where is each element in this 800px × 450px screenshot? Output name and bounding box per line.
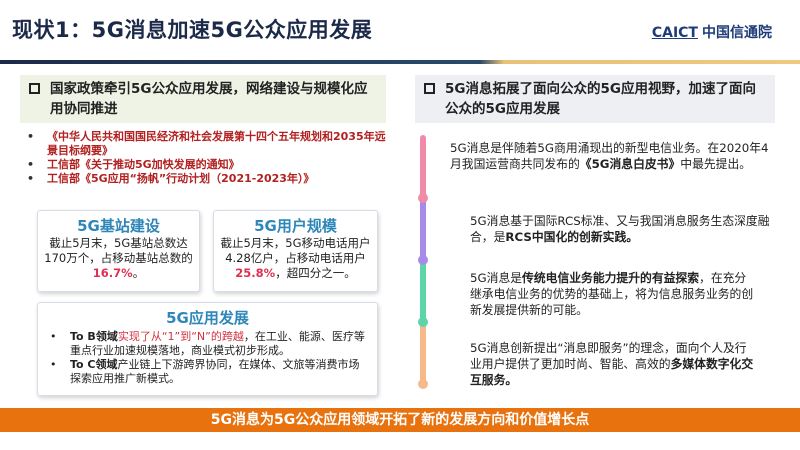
right-heading: 5G消息拓展了面向公众的5G应用视野，加速了面向公众的5G应用发展 <box>415 75 775 123</box>
logo-en: CAICT <box>651 25 698 41</box>
card-users: 5G用户规模 截止5月末，5G移动电话用户4.28亿户，占移动电话用户25.8%… <box>213 210 378 292</box>
card-text: 截止5月末，5G移动电话用户4.28亿户，占移动电话用户25.8%，超四分之一。 <box>214 236 377 281</box>
timeline-segment <box>420 322 426 384</box>
timeline-item: 5G消息是传统电信业务能力提升的有益探索，在充分继承电信业务的优势的基础上，将为… <box>470 270 755 318</box>
policy-item: 《中华人民共和国国民经济和社会发展第十四个五年规划和2035年远景目标纲要》 <box>25 130 395 158</box>
app-list: To B领域实现了从“1”到“N”的跨越，在工业、能源、医疗等重点行业加速规模落… <box>38 328 377 386</box>
bold-text: 多媒体数字化交互服务。 <box>470 357 754 387</box>
timeline-segment <box>420 260 426 322</box>
text: 。 <box>132 266 145 280</box>
card-title: 5G基站建设 <box>77 217 160 235</box>
policy-list: 《中华人民共和国国民经济和社会发展第十四个五年规划和2035年远景目标纲要》 工… <box>25 130 395 186</box>
text: 截止5月末，5G移动电话用户4.28亿户，占移动电话用户 <box>220 236 371 265</box>
card-base-stations: 5G基站建设 截止5月末，5G基站总数达170万个，占移动基站总数的16.7%。 <box>37 210 200 292</box>
text: 5G消息是伴随着5G商用涌现出的新型电信业务。在2020年4月我国运营商共同发布… <box>450 141 769 171</box>
text: 5G消息是 <box>470 271 523 285</box>
conclusion-banner: 5G消息为5G公众应用领域开拓了新的发展方向和价值增长点 <box>0 408 800 432</box>
square-bullet-icon <box>424 83 435 94</box>
card-applications: 5G应用发展 To B领域实现了从“1”到“N”的跨越，在工业、能源、医疗等重点… <box>37 302 378 396</box>
timeline-dot <box>418 193 428 203</box>
caict-logo: CAICT 中国信通院 <box>652 22 772 42</box>
app-item: To B领域实现了从“1”到“N”的跨越，在工业、能源、医疗等重点行业加速规模落… <box>50 330 367 358</box>
left-heading-text: 国家政策牵引5G公众应用发展，网络建设与规模化应用协同推进 <box>50 81 368 117</box>
timeline-item: 5G消息是伴随着5G商用涌现出的新型电信业务。在2020年4月我国运营商共同发布… <box>450 140 770 172</box>
timeline-item: 5G消息基于国际RCS标准、又与我国消息服务生态深度融合，是RCS中国化的创新实… <box>470 213 770 245</box>
text: 产业链上下游跨界协同，在媒体、文旅等消费市场探索应用推广新模式。 <box>70 358 360 385</box>
policy-item: 工信部《5G应用“扬帆”行动计划（2021-2023年）》 <box>25 172 395 186</box>
slide-title: 现状1：5G消息加速5G公众应用发展 <box>12 18 373 42</box>
timeline-dot <box>418 317 428 327</box>
timeline-segment <box>420 198 426 260</box>
title-rule <box>0 60 800 64</box>
timeline-dot <box>418 255 428 265</box>
text: 中最先提出。 <box>680 157 752 171</box>
bold-text: 《5G消息白皮书》 <box>579 157 681 171</box>
timeline-dot <box>418 379 428 389</box>
timeline-segment <box>420 135 426 198</box>
highlight: 25.8% <box>235 266 276 280</box>
label: To B领域 <box>70 330 118 343</box>
card-title: 5G应用发展 <box>166 309 249 327</box>
text: 5G消息基于国际RCS标准、又与我国消息服务生态深度融合，是 <box>470 214 770 244</box>
right-heading-text: 5G消息拓展了面向公众的5G应用视野，加速了面向公众的5G应用发展 <box>445 81 756 117</box>
logo-cn: 中国信通院 <box>702 25 772 41</box>
left-heading: 国家政策牵引5G公众应用发展，网络建设与规模化应用协同推进 <box>20 75 386 123</box>
bold-text: RCS中国化的创新实践。 <box>505 230 639 244</box>
timeline-item: 5G消息创新提出“消息即服务”的理念，面向个人及行业用户提供了更加时尚、智能、高… <box>470 340 755 388</box>
text: ，在充分继承电信业务的优势的基础上，将为信息服务业务的创新发展提供新的可能。 <box>470 271 754 317</box>
text: 5G消息创新提出“消息即服务”的理念，面向个人及行业用户提供了更加时尚、智能、高… <box>470 341 747 371</box>
text: ，超四分之一。 <box>275 266 356 280</box>
bold-text: 传统电信业务能力提升的有益探索 <box>522 271 700 285</box>
text: 截止5月末，5G基站总数达170万个，占移动基站总数的 <box>44 236 193 265</box>
square-bullet-icon <box>29 83 40 94</box>
label: To C领域 <box>70 358 118 371</box>
highlight: 实现了从“1”到“N”的跨越 <box>117 330 244 343</box>
card-title: 5G用户规模 <box>254 217 337 235</box>
text: ，在工业、能源、医疗等重点行业加速规模落地，商业模式初步形成。 <box>70 330 365 357</box>
highlight: 16.7% <box>92 266 133 280</box>
card-text: 截止5月末，5G基站总数达170万个，占移动基站总数的16.7%。 <box>38 236 199 281</box>
policy-item: 工信部《关于推动5G加快发展的通知》 <box>25 158 395 172</box>
app-item: To C领域产业链上下游跨界协同，在媒体、文旅等消费市场探索应用推广新模式。 <box>50 358 367 386</box>
